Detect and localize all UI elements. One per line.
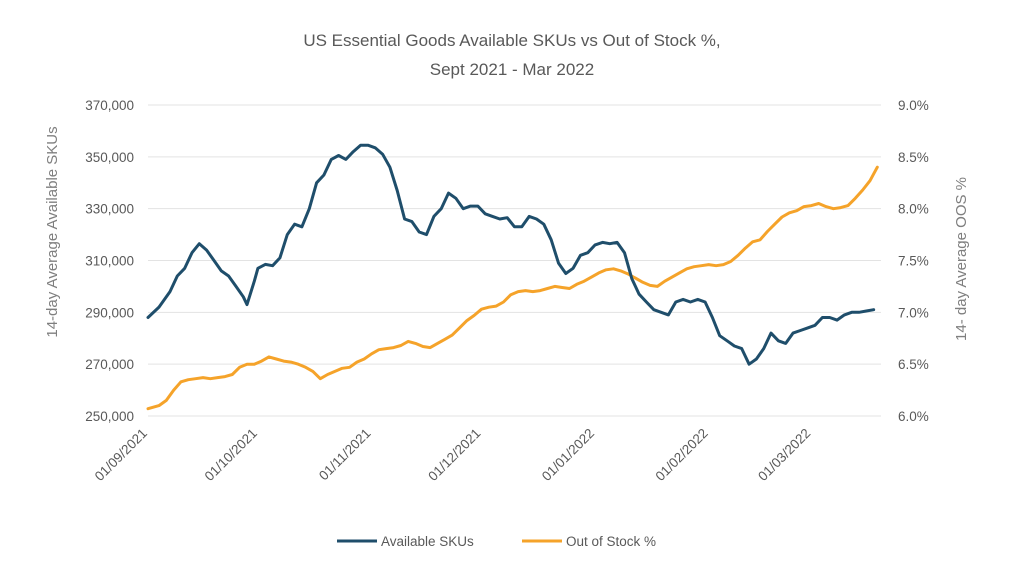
x-tick-label: 01/01/2022	[539, 426, 597, 484]
legend: Available SKUs Out of Stock %	[337, 534, 656, 549]
left-tick-label: 330,000	[85, 202, 134, 217]
right-axis: 6.0% 6.5% 7.0% 7.5% 8.0% 8.5% 9.0%	[898, 98, 929, 424]
left-tick-label: 370,000	[85, 98, 134, 113]
left-tick-label: 250,000	[85, 409, 134, 424]
x-tick-label: 01/12/2021	[425, 426, 483, 484]
x-tick-label: 01/10/2021	[202, 426, 260, 484]
x-tick-label: 01/02/2022	[652, 426, 710, 484]
chart-title-line-1: US Essential Goods Available SKUs vs Out…	[303, 31, 720, 50]
left-tick-label: 290,000	[85, 305, 134, 320]
right-tick-label: 8.0%	[898, 202, 929, 217]
legend-label-available-skus: Available SKUs	[381, 534, 474, 549]
right-tick-label: 7.0%	[898, 305, 929, 320]
gridlines	[148, 104, 881, 417]
left-tick-label: 310,000	[85, 254, 134, 269]
left-tick-label: 350,000	[85, 150, 134, 165]
chart-title-line-2: Sept 2021 - Mar 2022	[430, 60, 594, 79]
left-axis-title: 14-day Average Available SKUs	[44, 126, 61, 337]
right-axis-title: 14- day Average OOS %	[953, 177, 970, 341]
legend-label-out-of-stock: Out of Stock %	[566, 534, 656, 549]
right-tick-label: 8.5%	[898, 150, 929, 165]
x-axis: 01/09/2021 01/10/2021 01/11/2021 01/12/2021…	[92, 426, 814, 484]
left-tick-label: 270,000	[85, 357, 134, 372]
series-line-out-of-stock	[146, 165, 879, 411]
x-tick-label: 01/09/2021	[92, 426, 150, 484]
x-tick-label: 01/11/2021	[316, 426, 374, 484]
left-axis: 250,000 270,000 290,000 310,000 330,000 350,0…	[85, 98, 134, 424]
right-tick-label: 7.5%	[898, 254, 929, 269]
right-tick-label: 6.0%	[898, 409, 929, 424]
right-tick-label: 6.5%	[898, 357, 929, 372]
right-tick-label: 9.0%	[898, 98, 929, 113]
series-line-available-skus	[146, 143, 876, 366]
x-tick-label: 01/03/2022	[755, 426, 813, 484]
